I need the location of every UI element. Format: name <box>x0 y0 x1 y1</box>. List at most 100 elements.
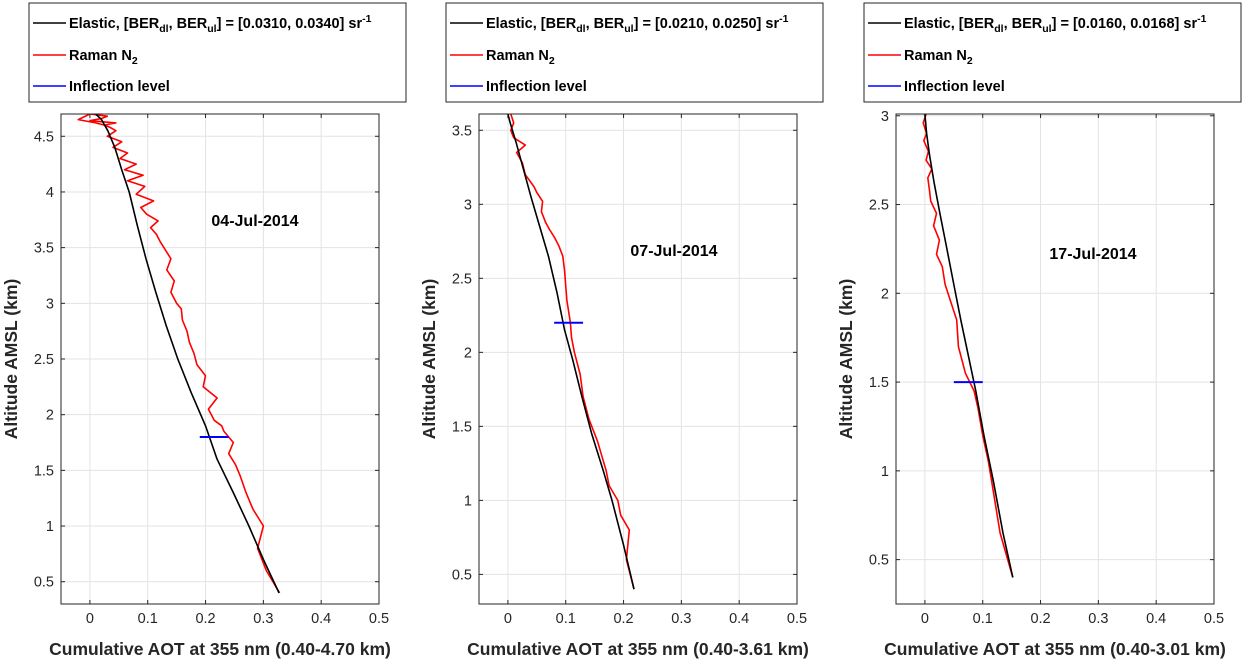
legend-superscript: -1 <box>362 13 371 25</box>
y-tick-label: 2.5 <box>34 352 54 368</box>
series-line-raman <box>922 114 1014 578</box>
legend-subscript: dl <box>576 23 585 35</box>
legend-text-part: , BER <box>169 16 208 32</box>
y-tick-label: 2 <box>46 408 54 424</box>
legend-text-part: Raman N <box>69 48 132 64</box>
x-tick-label: 0.5 <box>369 611 389 627</box>
legend-text-part: , BER <box>586 16 625 32</box>
legend: Elastic, [BERdl, BERul] = [0.0310, 0.034… <box>28 2 407 103</box>
x-tick-label: 0 <box>86 611 94 627</box>
y-tick-label: 3 <box>881 109 889 125</box>
axes-box <box>60 113 380 605</box>
x-tick-label: 0.5 <box>787 611 807 627</box>
legend: Elastic, [BERdl, BERul] = [0.0210, 0.025… <box>445 2 824 103</box>
x-tick-label: 0.2 <box>1030 611 1050 627</box>
x-tick-label: 0 <box>921 611 929 627</box>
axes-box <box>895 113 1215 605</box>
y-tick-label: 3 <box>46 296 54 312</box>
legend-label-elastic: Elastic, [BERdl, BERul] = [0.0160, 0.016… <box>904 13 1207 35</box>
legend-subscript: 2 <box>549 55 555 67</box>
y-tick-label: 4.5 <box>34 129 54 145</box>
legend-box <box>445 2 824 103</box>
legend-text-part: Raman N <box>486 48 549 64</box>
date-annotation: 17-Jul-2014 <box>1049 246 1136 263</box>
data-layer <box>507 114 635 590</box>
legend-subscript: ul <box>207 23 216 35</box>
x-tick-label: 0.3 <box>1088 611 1108 627</box>
date-annotation: 04-Jul-2014 <box>211 213 298 230</box>
x-tick-label: 0.3 <box>671 611 691 627</box>
date-annotation: 07-Jul-2014 <box>630 243 717 260</box>
legend-text-part: Raman N <box>904 48 967 64</box>
x-tick-label: 0.4 <box>311 611 331 627</box>
x-tick-label: 0.3 <box>253 611 273 627</box>
series-line-elastic <box>507 114 635 590</box>
y-tick-label: 3 <box>464 197 472 213</box>
legend-label-raman: Raman N2 <box>69 48 138 67</box>
legend-label-inflection: Inflection level <box>69 79 170 95</box>
legend-text-part: Elastic, [BER <box>904 16 995 32</box>
legend-text-part: ] = [0.0310, 0.0340] sr <box>217 16 363 32</box>
y-tick-label: 2 <box>464 345 472 361</box>
legend-superscript: -1 <box>1197 13 1206 25</box>
grid <box>61 114 380 604</box>
y-tick-label: 1.5 <box>34 463 54 479</box>
y-tick-label: 2.5 <box>869 198 889 214</box>
x-tick-label: 0.1 <box>973 611 993 627</box>
legend-superscript: -1 <box>779 13 788 25</box>
legend-subscript: ul <box>1042 23 1051 35</box>
x-axis-label: Cumulative AOT at 355 nm (0.40-4.70 km) <box>49 639 391 659</box>
legend-subscript: 2 <box>132 55 138 67</box>
y-tick-label: 0.5 <box>869 553 889 569</box>
legend-subscript: ul <box>624 23 633 35</box>
x-tick-label: 0.4 <box>1146 611 1166 627</box>
legend-label-raman: Raman N2 <box>904 48 973 67</box>
x-tick-label: 0.1 <box>138 611 158 627</box>
y-tick-label: 2 <box>881 286 889 302</box>
legend-text-part: , BER <box>1004 16 1043 32</box>
panel-3: 0 0.1 0.2 0.3 0.4 0.5 0.5 1 1.5 2 2.5 3 17-Jul-2014 C… <box>836 2 1242 659</box>
axes-box <box>478 113 798 605</box>
y-tick-label: 1.5 <box>452 419 472 435</box>
legend-subscript: dl <box>159 23 168 35</box>
y-tick-label: 1.5 <box>869 375 889 391</box>
legend-text-part: ] = [0.0210, 0.0250] sr <box>634 16 780 32</box>
y-tick-label: 4 <box>46 185 54 201</box>
y-tick-label: 1 <box>881 464 889 480</box>
y-tick-label: 3.5 <box>34 241 54 257</box>
legend-text-part: ] = [0.0160, 0.0168] sr <box>1052 16 1198 32</box>
x-tick-label: 0.5 <box>1204 611 1224 627</box>
legend-box <box>28 2 407 103</box>
x-axis-label: Cumulative AOT at 355 nm (0.40-3.61 km) <box>467 639 809 659</box>
x-axis-label: Cumulative AOT at 355 nm (0.40-3.01 km) <box>884 639 1226 659</box>
y-axis-label: Altitude AMSL (km) <box>419 279 439 439</box>
panel-2: 0 0.1 0.2 0.3 0.4 0.5 0.5 1 1.5 2 2.5 3 3.5 07-Jul-20… <box>419 2 824 659</box>
plot-area <box>479 114 797 604</box>
legend-text-part: Elastic, [BER <box>69 16 160 32</box>
series-line-elastic <box>95 114 280 594</box>
x-tick-label: 0.2 <box>613 611 633 627</box>
legend-label-inflection: Inflection level <box>904 79 1005 95</box>
y-tick-label: 0.5 <box>34 575 54 591</box>
x-tick-label: 0.2 <box>195 611 215 627</box>
legend: Elastic, [BERdl, BERul] = [0.0160, 0.016… <box>863 2 1242 103</box>
legend-label-raman: Raman N2 <box>486 48 555 67</box>
legend-subscript: dl <box>994 23 1003 35</box>
y-tick-label: 3.5 <box>452 123 472 139</box>
legend-box <box>863 2 1242 103</box>
x-tick-label: 0.4 <box>729 611 749 627</box>
legend-label-elastic: Elastic, [BERdl, BERul] = [0.0310, 0.034… <box>69 13 372 35</box>
panel-1: 0 0.1 0.2 0.3 0.4 0.5 0.5 1 1.5 2 2.5 3 3.5 4 4.5 04-Ju… <box>1 2 407 659</box>
legend-label-inflection: Inflection level <box>486 79 587 95</box>
plot-area <box>896 114 1214 604</box>
x-tick-label: 0 <box>504 611 512 627</box>
legend-label-elastic: Elastic, [BERdl, BERul] = [0.0210, 0.025… <box>486 13 789 35</box>
y-axis-label: Altitude AMSL (km) <box>1 279 21 439</box>
data-layer <box>77 114 281 594</box>
y-tick-label: 1 <box>46 519 54 535</box>
data-layer <box>922 114 1014 578</box>
y-tick-label: 2.5 <box>452 271 472 287</box>
y-tick-label: 1 <box>464 493 472 509</box>
legend-subscript: 2 <box>967 55 973 67</box>
